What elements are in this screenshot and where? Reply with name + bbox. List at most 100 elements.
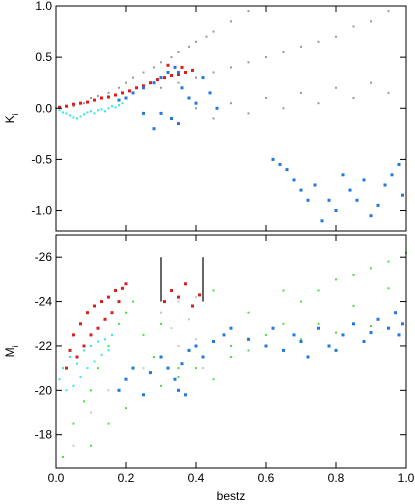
data-point-s3-36	[362, 178, 366, 182]
data-point-s2-14	[114, 289, 117, 292]
data-point-s1-22	[352, 273, 355, 276]
data-point-s1-17	[177, 73, 180, 76]
data-point-s3-11	[97, 340, 99, 343]
y-axis-label: Ki	[3, 113, 20, 123]
data-point-s4-0	[117, 388, 121, 392]
data-point-s2-5	[72, 116, 75, 119]
data-point-s4-30	[387, 326, 390, 330]
data-point-s0-12	[188, 318, 190, 321]
data-point-s0-25	[265, 56, 267, 59]
data-point-s3-32	[383, 183, 387, 187]
data-point-s1-17	[265, 333, 267, 336]
data-point-s0-41	[247, 112, 250, 115]
data-point-s4-24	[334, 348, 338, 352]
data-point-s3-14	[215, 106, 219, 110]
data-point-s2-16	[111, 105, 113, 108]
data-point-s1-12	[142, 84, 145, 88]
data-point-s0-21	[195, 76, 197, 79]
data-point-s0-3	[97, 95, 99, 97]
data-point-s4-31	[394, 311, 397, 315]
data-point-s1-27	[107, 422, 110, 425]
data-point-s0-34	[230, 102, 232, 105]
data-point-s0-10	[160, 61, 162, 64]
data-point-s1-10	[128, 89, 131, 93]
data-point-s1-11	[135, 86, 138, 90]
y-tick-label: 0.0	[35, 101, 52, 115]
data-point-s0-26	[282, 51, 285, 53]
data-point-s4-21	[306, 355, 310, 359]
data-point-s0-42	[282, 107, 285, 110]
data-point-s3-1	[62, 367, 64, 370]
data-point-s1-39	[247, 349, 250, 352]
plot-frame	[55, 234, 407, 469]
data-point-s3-25	[306, 198, 310, 202]
x-tick-label: 0.0	[48, 471, 65, 485]
data-point-s3-22	[285, 168, 289, 172]
y-tick-label: -1.0	[31, 204, 52, 218]
data-point-s2-15	[107, 107, 110, 110]
data-point-s2-3	[65, 112, 68, 115]
data-point-s3-30	[355, 198, 359, 202]
data-point-s1-14	[212, 289, 215, 292]
data-point-s1-40	[282, 289, 285, 292]
data-point-s0-16	[212, 30, 215, 33]
data-point-s1-38	[212, 378, 215, 381]
data-point-s3-12	[201, 76, 205, 80]
data-point-s1-15	[230, 345, 232, 347]
data-point-s0-15	[205, 35, 208, 38]
data-point-s1-26	[90, 444, 92, 447]
series-1	[58, 63, 194, 109]
data-point-s1-28	[125, 407, 127, 410]
data-point-s1-35	[300, 338, 302, 341]
data-point-s4-7	[173, 377, 177, 381]
data-point-s1-1	[65, 104, 68, 108]
data-point-s4-4	[149, 371, 152, 375]
data-point-s4-5	[159, 355, 163, 359]
y-tick-label: 0.5	[35, 50, 52, 64]
data-point-s1-36	[335, 331, 337, 334]
data-point-s1-5	[107, 345, 110, 347]
data-point-s1-14	[156, 78, 159, 82]
data-point-s3-15	[159, 111, 163, 115]
data-point-s0-0	[72, 105, 75, 108]
data-point-s1-42	[352, 305, 355, 307]
data-point-s3-13	[104, 338, 106, 341]
data-point-s2-8	[83, 113, 85, 116]
data-point-s3-4	[72, 384, 75, 387]
data-point-s1-7	[125, 311, 127, 314]
series-3	[58, 333, 113, 392]
data-point-s0-31	[370, 20, 372, 23]
data-point-s2-11	[93, 112, 96, 115]
data-point-s1-0	[62, 455, 64, 458]
data-point-s1-3	[90, 389, 92, 392]
data-point-s2-7	[89, 333, 93, 337]
data-point-s2-9	[96, 326, 100, 330]
series-2	[65, 282, 201, 370]
data-point-s3-10	[187, 96, 191, 100]
data-point-s4-12	[212, 340, 215, 343]
data-point-s0-2	[107, 389, 110, 392]
data-point-s2-22	[191, 304, 194, 308]
data-point-s3-8	[177, 71, 180, 74]
data-point-s0-4	[107, 91, 110, 94]
data-point-s1-8	[132, 300, 134, 303]
data-point-s2-3	[75, 355, 79, 359]
data-point-s2-4	[79, 322, 82, 326]
data-point-s4-22	[317, 326, 320, 330]
data-point-s1-16	[170, 74, 173, 77]
data-point-s3-23	[292, 178, 296, 182]
data-point-s3-13	[208, 91, 212, 95]
data-point-s1-6	[100, 96, 103, 100]
data-point-s1-20	[317, 289, 320, 292]
data-point-s4-3	[142, 393, 145, 397]
data-point-s1-18	[184, 71, 187, 74]
data-point-s2-6	[86, 311, 89, 315]
data-point-s3-7	[83, 349, 85, 352]
data-point-s2-2	[62, 111, 64, 114]
data-point-s0-9	[177, 300, 180, 303]
x-tick-label: 1.0	[398, 471, 415, 485]
data-point-s1-15	[163, 76, 166, 80]
data-point-s3-28	[334, 209, 338, 212]
data-point-s3-35	[401, 193, 404, 197]
data-point-s3-3	[142, 86, 145, 90]
